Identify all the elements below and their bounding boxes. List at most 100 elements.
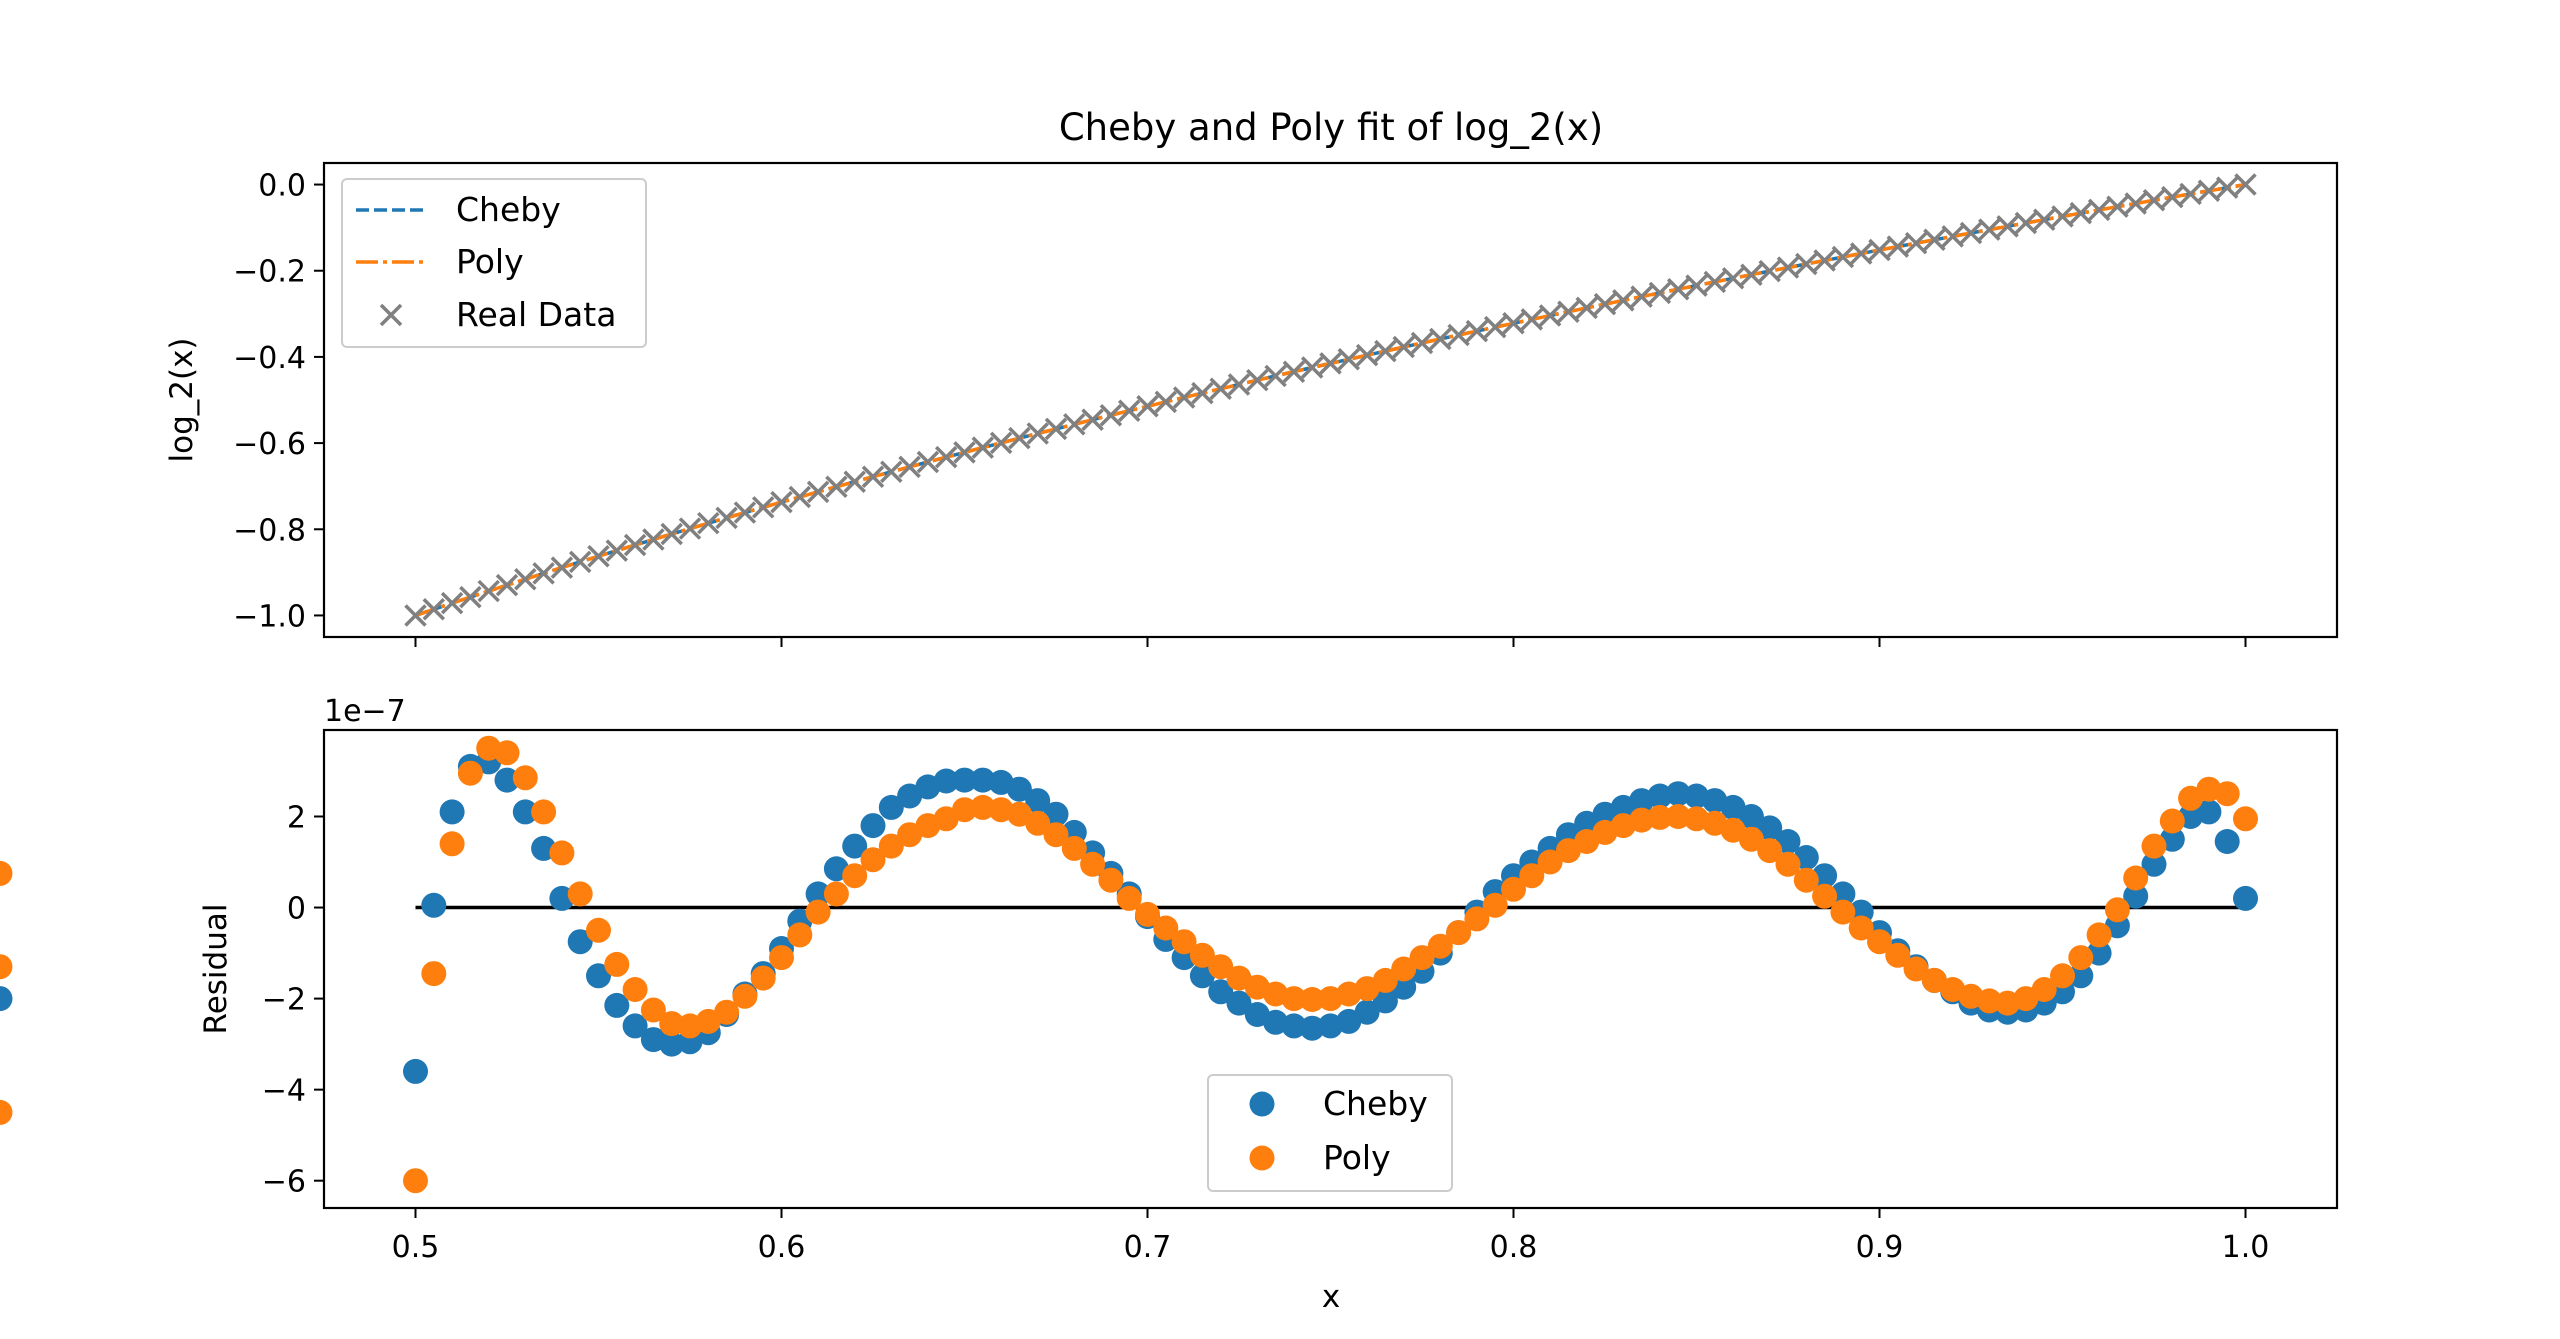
- poly-residual-point: [457, 760, 483, 786]
- poly-residual-point: [970, 794, 996, 820]
- real-data-point: [1593, 292, 1617, 316]
- cheby-residual-point: [1738, 804, 1764, 829]
- xtick-label: 0.9: [1856, 1230, 1904, 1265]
- cheby-residual-point: [1372, 988, 1398, 1014]
- real-data-point: [459, 585, 482, 609]
- real-data-point: [1630, 285, 1653, 308]
- real-data-point: [733, 501, 757, 524]
- real-data-point: [1044, 417, 1068, 441]
- real-data-point: [2215, 176, 2239, 199]
- real-data-point: [1392, 335, 1415, 359]
- poly-residual-point: [732, 983, 758, 1009]
- real-data-point: [678, 517, 702, 540]
- real-data-point: [1227, 373, 1251, 396]
- xtick-label: 1.0: [2222, 1230, 2270, 1265]
- poly-residual-point: [1080, 851, 1106, 877]
- cheby-residual-point: [512, 799, 538, 825]
- real-data-point: [1447, 323, 1470, 347]
- real-data-point: [1483, 315, 1507, 339]
- poly-residual-point: [567, 881, 593, 907]
- bottom-ytick-label: −4: [262, 1074, 306, 1109]
- cheby-residual-point: [439, 799, 465, 825]
- real-data-point: [788, 485, 812, 509]
- real-data-point: [623, 533, 647, 557]
- poly-residual-point: [1830, 899, 1856, 925]
- cheby-residual-point: [1354, 999, 1380, 1025]
- poly-residual-point: [1043, 822, 1069, 848]
- poly-residual-point: [714, 999, 740, 1025]
- xtick-label: 0.8: [1490, 1230, 1538, 1265]
- real-data-point: [2124, 192, 2147, 215]
- poly-residual-point: [769, 945, 794, 971]
- poly-residual-point: [1116, 885, 1142, 911]
- cheby-residual-point: [2141, 851, 2167, 877]
- real-data-point: [1337, 348, 1361, 371]
- real-data-point: [1154, 390, 1178, 414]
- cheby-residual-point: [403, 1058, 428, 1084]
- real-data-point: [2106, 195, 2129, 218]
- poly-residual-point: [2031, 977, 2057, 1002]
- xtick-label: 0.5: [392, 1230, 440, 1265]
- chart-title: Cheby and Poly fit of log_2(x): [1059, 106, 1603, 149]
- real-data-point: [1117, 399, 1141, 422]
- real-data-point: [1282, 360, 1306, 383]
- poly-residual-point: [1738, 826, 1764, 852]
- poly-residual-point: [1647, 804, 1673, 830]
- real-data-point: [1355, 343, 1379, 367]
- xtick-label: 0.6: [758, 1230, 806, 1265]
- real-data-point: [989, 431, 1013, 455]
- real-data-point: [2234, 173, 2257, 196]
- real-data-point: [1008, 426, 1031, 450]
- cheby-residual-point: [586, 963, 611, 989]
- real-data-point: [1923, 228, 1946, 252]
- poly-residual-point: [586, 917, 611, 943]
- cheby-residual-point: [970, 767, 996, 793]
- poly-residual-point: [640, 997, 666, 1023]
- legend-poly-label: Poly: [456, 242, 524, 281]
- real-data-point: [1410, 331, 1434, 355]
- bottom-plot-ylabel: Residual: [198, 904, 234, 1035]
- poly-residual-point: [1848, 915, 1874, 941]
- cheby-residual-point: [842, 833, 868, 859]
- poly-residual-point: [805, 899, 831, 925]
- real-data-point: [1172, 386, 1196, 409]
- cheby-residual-point: [1226, 990, 1252, 1016]
- poly-residual-point: [1135, 901, 1160, 927]
- legend-cheby-label: Cheby: [456, 190, 561, 229]
- top-plot-legend: Cheby Poly Real Data: [341, 178, 647, 348]
- real-data-point: [532, 562, 555, 585]
- real-data-point: [1776, 256, 1800, 279]
- real-data-point: [2051, 205, 2074, 228]
- real-data-point: [1557, 300, 1580, 323]
- poly-residual-point: [2141, 833, 2167, 859]
- poly-residual-point: [421, 961, 447, 987]
- real-data-point: [1703, 270, 1727, 294]
- poly-residual-point: [659, 1011, 685, 1037]
- cheby-residual-point: [1647, 783, 1673, 809]
- real-data-point: [1191, 381, 1214, 405]
- real-data-point: [1978, 218, 2001, 241]
- bottom-ytick-label: 2: [287, 800, 306, 835]
- poly-residual-point: [1903, 956, 1929, 982]
- x-axis-label: x: [1322, 1279, 1340, 1315]
- real-data-point: [1374, 339, 1397, 363]
- legend-cheby-dot-label: Cheby: [1323, 1084, 1428, 1123]
- real-data-point: [2179, 182, 2202, 206]
- real-data-point: [1429, 327, 1452, 351]
- real-data-point: [1136, 395, 1159, 418]
- poly-residual-point: [1629, 807, 1655, 833]
- real-data-point: [495, 573, 519, 597]
- top-legend-box: [341, 178, 647, 348]
- poly-residual-point: [1757, 838, 1783, 864]
- real-data-point: [1666, 278, 1690, 301]
- real-data-point: [440, 591, 464, 615]
- cheby-residual-point: [2196, 799, 2222, 825]
- real-data-point: [1575, 296, 1598, 320]
- poly-residual-point: [2068, 945, 2094, 971]
- legend-real-data-marker: [379, 303, 403, 327]
- poly-residual-point: [1391, 956, 1417, 982]
- poly-residual-point: [1793, 867, 1819, 893]
- real-data-point: [898, 455, 921, 479]
- poly-residual-point: [2123, 865, 2149, 891]
- poly-residual-point: [1537, 849, 1563, 875]
